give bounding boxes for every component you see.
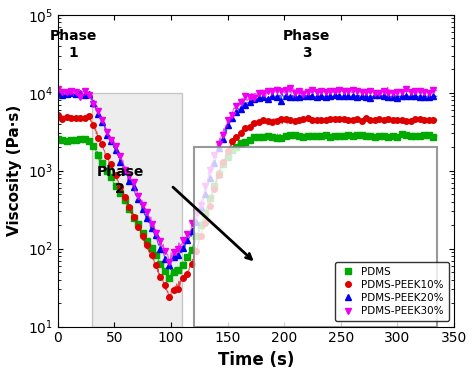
PDMS-PEEK10%: [247, 125, 253, 130]
Bar: [193, 147, 437, 327]
PDMS-PEEK10%: [175, 286, 181, 291]
PDMS-PEEK10%: [189, 261, 195, 266]
PDMS-PEEK30%: [175, 246, 181, 251]
PDMS: [417, 133, 422, 138]
PDMS-PEEK30%: [166, 260, 172, 265]
PDMS: [55, 137, 61, 141]
PDMS-PEEK20%: [55, 90, 61, 94]
PDMS: [247, 138, 253, 143]
PDMS: [430, 135, 436, 139]
Text: Phase
2: Phase 2: [96, 165, 144, 196]
PDMS-PEEK10%: [412, 117, 418, 122]
Bar: [91, 93, 182, 327]
PDMS-PEEK10%: [118, 184, 123, 189]
PDMS-PEEK20%: [430, 94, 436, 98]
PDMS-PEEK30%: [417, 88, 422, 93]
PDMS-PEEK30%: [55, 86, 61, 91]
PDMS: [166, 276, 172, 280]
PDMS-PEEK10%: [55, 113, 61, 117]
PDMS-PEEK20%: [247, 100, 253, 105]
PDMS-PEEK20%: [118, 160, 123, 164]
Y-axis label: Viscosity (Pa·s): Viscosity (Pa·s): [7, 105, 22, 237]
PDMS-PEEK10%: [166, 294, 172, 299]
PDMS-PEEK10%: [171, 288, 177, 293]
PDMS-PEEK20%: [166, 263, 172, 268]
PDMS-PEEK20%: [412, 94, 418, 98]
PDMS: [175, 268, 181, 272]
PDMS-PEEK20%: [171, 255, 177, 260]
PDMS: [118, 191, 123, 196]
PDMS: [189, 248, 195, 252]
Legend: PDMS, PDMS-PEEK10%, PDMS-PEEK20%, PDMS-PEEK30%: PDMS, PDMS-PEEK10%, PDMS-PEEK20%, PDMS-P…: [335, 262, 449, 321]
PDMS-PEEK20%: [189, 229, 195, 233]
Line: PDMS-PEEK30%: PDMS-PEEK30%: [55, 85, 436, 265]
Line: PDMS-PEEK10%: PDMS-PEEK10%: [55, 112, 436, 300]
Text: Phase
1: Phase 1: [50, 29, 97, 59]
PDMS-PEEK30%: [189, 220, 195, 225]
PDMS: [399, 132, 405, 136]
PDMS-PEEK30%: [247, 95, 253, 99]
X-axis label: Time (s): Time (s): [218, 351, 294, 369]
PDMS-PEEK30%: [118, 154, 123, 158]
PDMS-PEEK20%: [175, 253, 181, 257]
Text: Phase
3: Phase 3: [283, 29, 330, 59]
PDMS-PEEK10%: [430, 117, 436, 122]
Line: PDMS: PDMS: [55, 131, 436, 281]
PDMS-PEEK30%: [430, 88, 436, 92]
PDMS-PEEK30%: [287, 85, 293, 90]
PDMS-PEEK30%: [171, 250, 177, 254]
Line: PDMS-PEEK20%: PDMS-PEEK20%: [55, 89, 436, 268]
PDMS: [171, 270, 177, 274]
